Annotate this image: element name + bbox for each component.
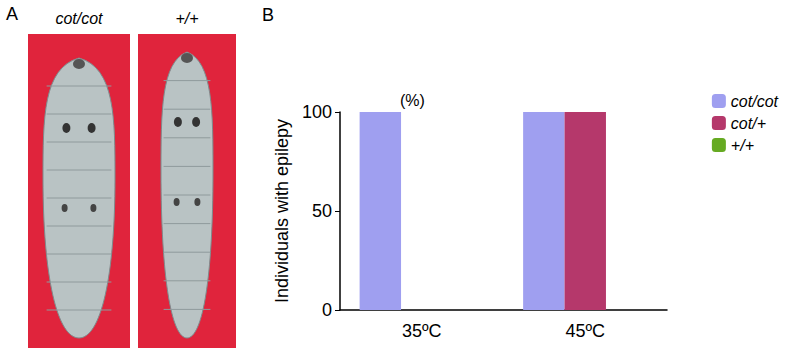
- svg-text:cot/cot: cot/cot: [731, 93, 779, 110]
- svg-text:+/+: +/+: [731, 137, 754, 154]
- svg-text:0: 0: [322, 300, 332, 320]
- svg-text:cot/+: cot/+: [731, 115, 766, 132]
- svg-text:+/+: +/+: [175, 10, 198, 27]
- svg-text:Individuals with epilepy: Individuals with epilepy: [272, 119, 292, 303]
- svg-text:B: B: [262, 5, 274, 25]
- svg-text:100: 100: [302, 102, 332, 122]
- svg-text:45ºC: 45ºC: [565, 321, 605, 341]
- svg-text:cot/cot: cot/cot: [55, 10, 103, 27]
- svg-text:(%): (%): [400, 92, 425, 109]
- svg-text:35ºC: 35ºC: [402, 321, 442, 341]
- svg-text:A: A: [6, 4, 18, 24]
- svg-text:50: 50: [312, 201, 332, 221]
